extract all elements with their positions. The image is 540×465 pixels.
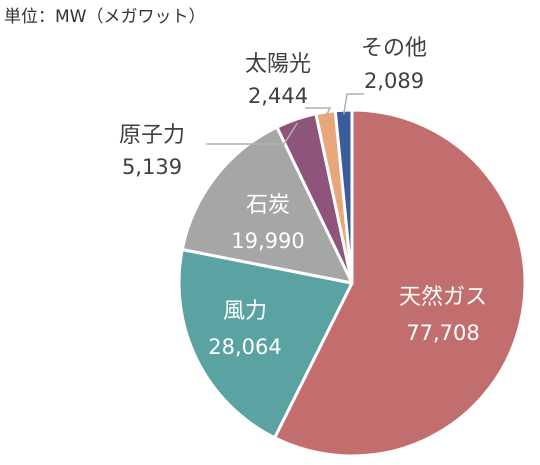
leader-lines bbox=[206, 93, 364, 145]
slice-label-name-3: 石炭 bbox=[246, 193, 290, 218]
pie-slice-6 bbox=[333, 108, 354, 285]
slice-label-name-4: 原子力 bbox=[119, 123, 185, 148]
slice-label-name-5: 太陽光 bbox=[245, 52, 311, 77]
pie-slices bbox=[177, 108, 527, 458]
leader-line-6 bbox=[343, 93, 364, 115]
slice-label-value-6: 2,089 bbox=[364, 69, 424, 93]
leader-line-4 bbox=[206, 122, 298, 145]
slice-label-value-1: 77,708 bbox=[406, 321, 479, 345]
slice-labels: 天然ガス 77,708 風力 28,064 石炭 19,990 原子力 5,139 太陽光 2,4… bbox=[119, 36, 487, 359]
slice-label-value-5: 2,444 bbox=[248, 84, 308, 108]
slice-label-value-2: 28,064 bbox=[208, 335, 281, 359]
slice-label-value-3: 19,990 bbox=[231, 229, 304, 253]
leader-line-5 bbox=[305, 107, 332, 117]
unit-label: 単位：MW（メガワット） bbox=[4, 7, 206, 27]
slice-label-name-1: 天然ガス bbox=[399, 285, 487, 310]
pie-slice-3 bbox=[180, 125, 354, 285]
slice-label-value-4: 5,139 bbox=[122, 155, 182, 179]
pie-slice-2 bbox=[177, 248, 354, 440]
pie-slice-1 bbox=[273, 108, 527, 458]
slice-label-name-6: その他 bbox=[361, 36, 427, 61]
slice-label-name-2: 風力 bbox=[223, 299, 267, 324]
